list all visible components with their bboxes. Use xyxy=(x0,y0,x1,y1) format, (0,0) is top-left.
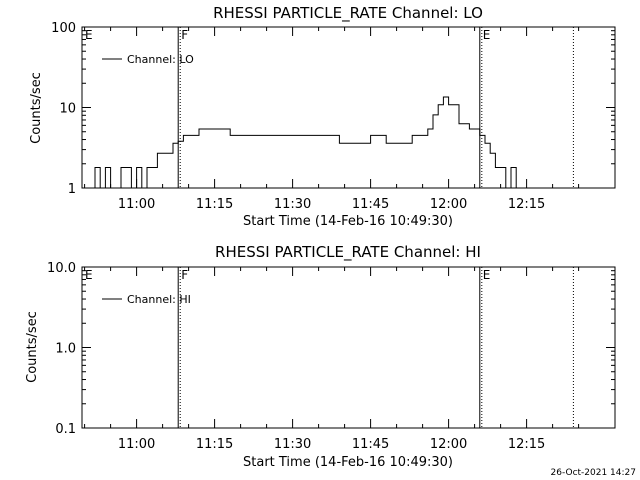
marker-label: E xyxy=(85,28,93,42)
y-tick-label: 1 xyxy=(68,182,76,197)
x-tick-label: 11:30 xyxy=(274,437,311,452)
marker-label: F xyxy=(181,28,188,42)
marker-label: F xyxy=(181,268,188,282)
x-tick-label: 11:45 xyxy=(352,197,389,212)
legend-label: Channel: HI xyxy=(127,293,191,306)
y-axis-label: Counts/sec xyxy=(29,72,44,144)
x-tick-label: 12:15 xyxy=(508,437,545,452)
y-tick-label: 100 xyxy=(51,21,76,36)
y-tick-label: 10 xyxy=(59,102,76,117)
marker-label: E xyxy=(483,28,491,42)
y-tick-label: 0.1 xyxy=(55,422,76,437)
x-tick-label: 12:15 xyxy=(508,197,545,212)
chart-title: RHESSI PARTICLE_RATE Channel: LO xyxy=(213,4,483,23)
y-tick-label: 10.0 xyxy=(47,261,76,276)
x-tick-label: 11:15 xyxy=(196,437,233,452)
series-line xyxy=(89,96,521,189)
y-axis-label: Counts/sec xyxy=(25,311,40,383)
x-tick-label: 11:15 xyxy=(196,197,233,212)
x-axis-label: Start Time (14-Feb-16 10:49:30) xyxy=(243,214,453,229)
panel-lo: RHESSI PARTICLE_RATE Channel: LO Start T… xyxy=(29,4,616,229)
x-tick-label: 11:45 xyxy=(352,437,389,452)
chart-title: RHESSI PARTICLE_RATE Channel: HI xyxy=(215,243,481,262)
marker-label: E xyxy=(483,268,491,282)
legend-label: Channel: LO xyxy=(127,53,194,66)
x-tick-label: 11:00 xyxy=(118,437,155,452)
x-tick-label: 11:00 xyxy=(118,197,155,212)
panel-hi: RHESSI PARTICLE_RATE Channel: HI Start T… xyxy=(25,243,616,470)
marker-label: E xyxy=(85,268,93,282)
x-axis-label: Start Time (14-Feb-16 10:49:30) xyxy=(243,455,453,470)
footer-timestamp: 26-Oct-2021 14:27 xyxy=(551,468,636,478)
x-tick-label: 11:30 xyxy=(274,197,311,212)
x-tick-label: 12:00 xyxy=(430,197,467,212)
x-tick-label: 12:00 xyxy=(430,437,467,452)
y-tick-label: 1.0 xyxy=(55,342,76,357)
